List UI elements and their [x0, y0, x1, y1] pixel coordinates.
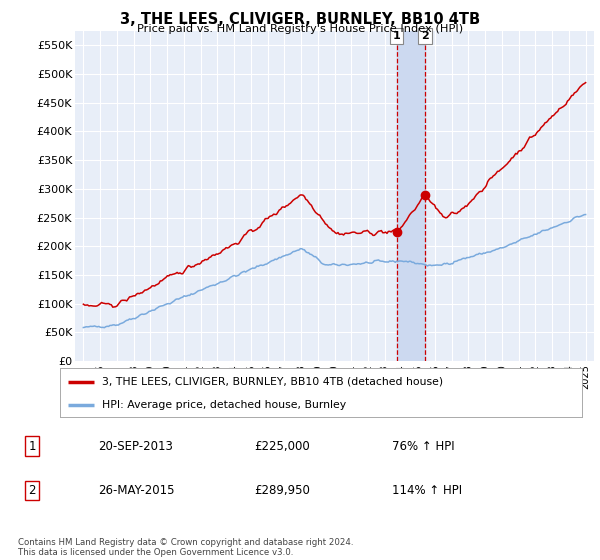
Text: 1: 1 [393, 31, 401, 41]
Text: HPI: Average price, detached house, Burnley: HPI: Average price, detached house, Burn… [102, 400, 346, 410]
Text: 76% ↑ HPI: 76% ↑ HPI [392, 440, 455, 452]
Text: 20-SEP-2013: 20-SEP-2013 [98, 440, 173, 452]
Text: 2: 2 [28, 484, 36, 497]
Text: 114% ↑ HPI: 114% ↑ HPI [392, 484, 462, 497]
Text: 3, THE LEES, CLIVIGER, BURNLEY, BB10 4TB: 3, THE LEES, CLIVIGER, BURNLEY, BB10 4TB [120, 12, 480, 27]
Text: 2: 2 [421, 31, 429, 41]
Text: 1: 1 [28, 440, 36, 452]
Text: £289,950: £289,950 [254, 484, 310, 497]
Text: Contains HM Land Registry data © Crown copyright and database right 2024.
This d: Contains HM Land Registry data © Crown c… [18, 538, 353, 557]
Text: £225,000: £225,000 [254, 440, 310, 452]
Text: 3, THE LEES, CLIVIGER, BURNLEY, BB10 4TB (detached house): 3, THE LEES, CLIVIGER, BURNLEY, BB10 4TB… [102, 377, 443, 387]
Text: 26-MAY-2015: 26-MAY-2015 [98, 484, 175, 497]
Bar [397, 31, 425, 361]
Text: Price paid vs. HM Land Registry's House Price Index (HPI): Price paid vs. HM Land Registry's House … [137, 24, 463, 34]
